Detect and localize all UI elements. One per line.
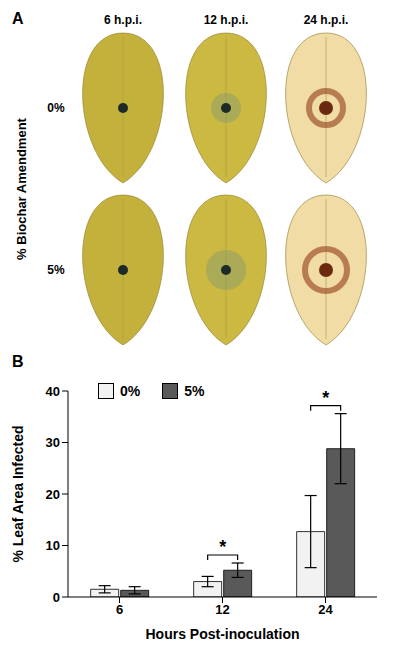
svg-text:6: 6 (116, 602, 123, 617)
html-text:5%: 5% (184, 383, 205, 399)
svg-text:*: * (219, 537, 226, 557)
svg-text:20: 20 (46, 487, 60, 502)
svg-text:24 h.p.i.: 24 h.p.i. (304, 13, 349, 27)
svg-text:% Leaf Area Infected: % Leaf Area Infected (10, 425, 26, 562)
svg-text:12 h.p.i.: 12 h.p.i. (204, 13, 249, 27)
svg-text:12: 12 (215, 602, 229, 617)
svg-text:Hours Post-inoculation: Hours Post-inoculation (146, 626, 300, 642)
svg-text:A: A (12, 10, 24, 27)
svg-text:0%: 0% (47, 101, 65, 115)
svg-text:5%: 5% (47, 263, 65, 277)
html-text:B: B (12, 353, 24, 370)
svg-text:% Biochar Amendment: % Biochar Amendment (14, 117, 29, 259)
svg-text:0: 0 (53, 590, 60, 605)
html-text:0%: 0% (120, 383, 141, 399)
svg-text:24: 24 (318, 602, 333, 617)
svg-text:*: * (322, 388, 329, 408)
svg-text:10: 10 (46, 538, 60, 553)
svg-text:30: 30 (46, 435, 60, 450)
svg-text:40: 40 (46, 384, 60, 399)
svg-text:6 h.p.i.: 6 h.p.i. (104, 13, 142, 27)
